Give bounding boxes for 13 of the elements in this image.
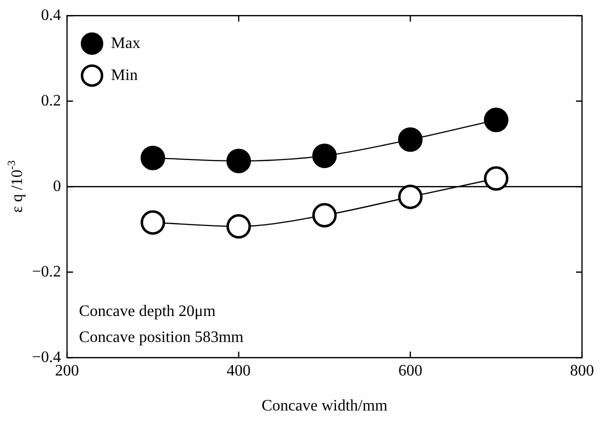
annotation: Concave position 583mm — [79, 328, 244, 346]
x-tick-label: 600 — [398, 362, 422, 380]
y-tick-label: 0.4 — [41, 6, 62, 24]
y-tick-label: 0.2 — [41, 92, 62, 110]
y-tick-label: −0.2 — [32, 263, 62, 280]
y-tick-label: 0 — [53, 178, 62, 195]
legend-label: Max — [111, 34, 140, 52]
x-axis-title: Concave width/mm — [262, 398, 388, 415]
y-axis-title: ε q /10-3 — [6, 160, 26, 213]
x-tick-label: 800 — [570, 362, 594, 380]
annotation: Concave depth 20μm — [79, 302, 216, 320]
legend-label: Min — [111, 66, 138, 84]
x-tick-label: 400 — [226, 362, 251, 380]
